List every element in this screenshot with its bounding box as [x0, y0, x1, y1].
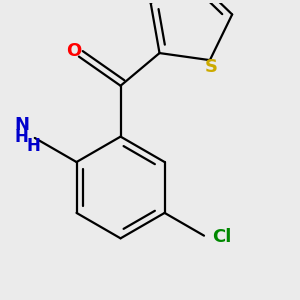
Text: N: N [14, 116, 29, 134]
Text: S: S [205, 58, 218, 76]
Text: O: O [66, 42, 81, 60]
Text: H: H [26, 137, 40, 155]
Text: H: H [14, 128, 28, 146]
Text: Cl: Cl [212, 228, 231, 246]
